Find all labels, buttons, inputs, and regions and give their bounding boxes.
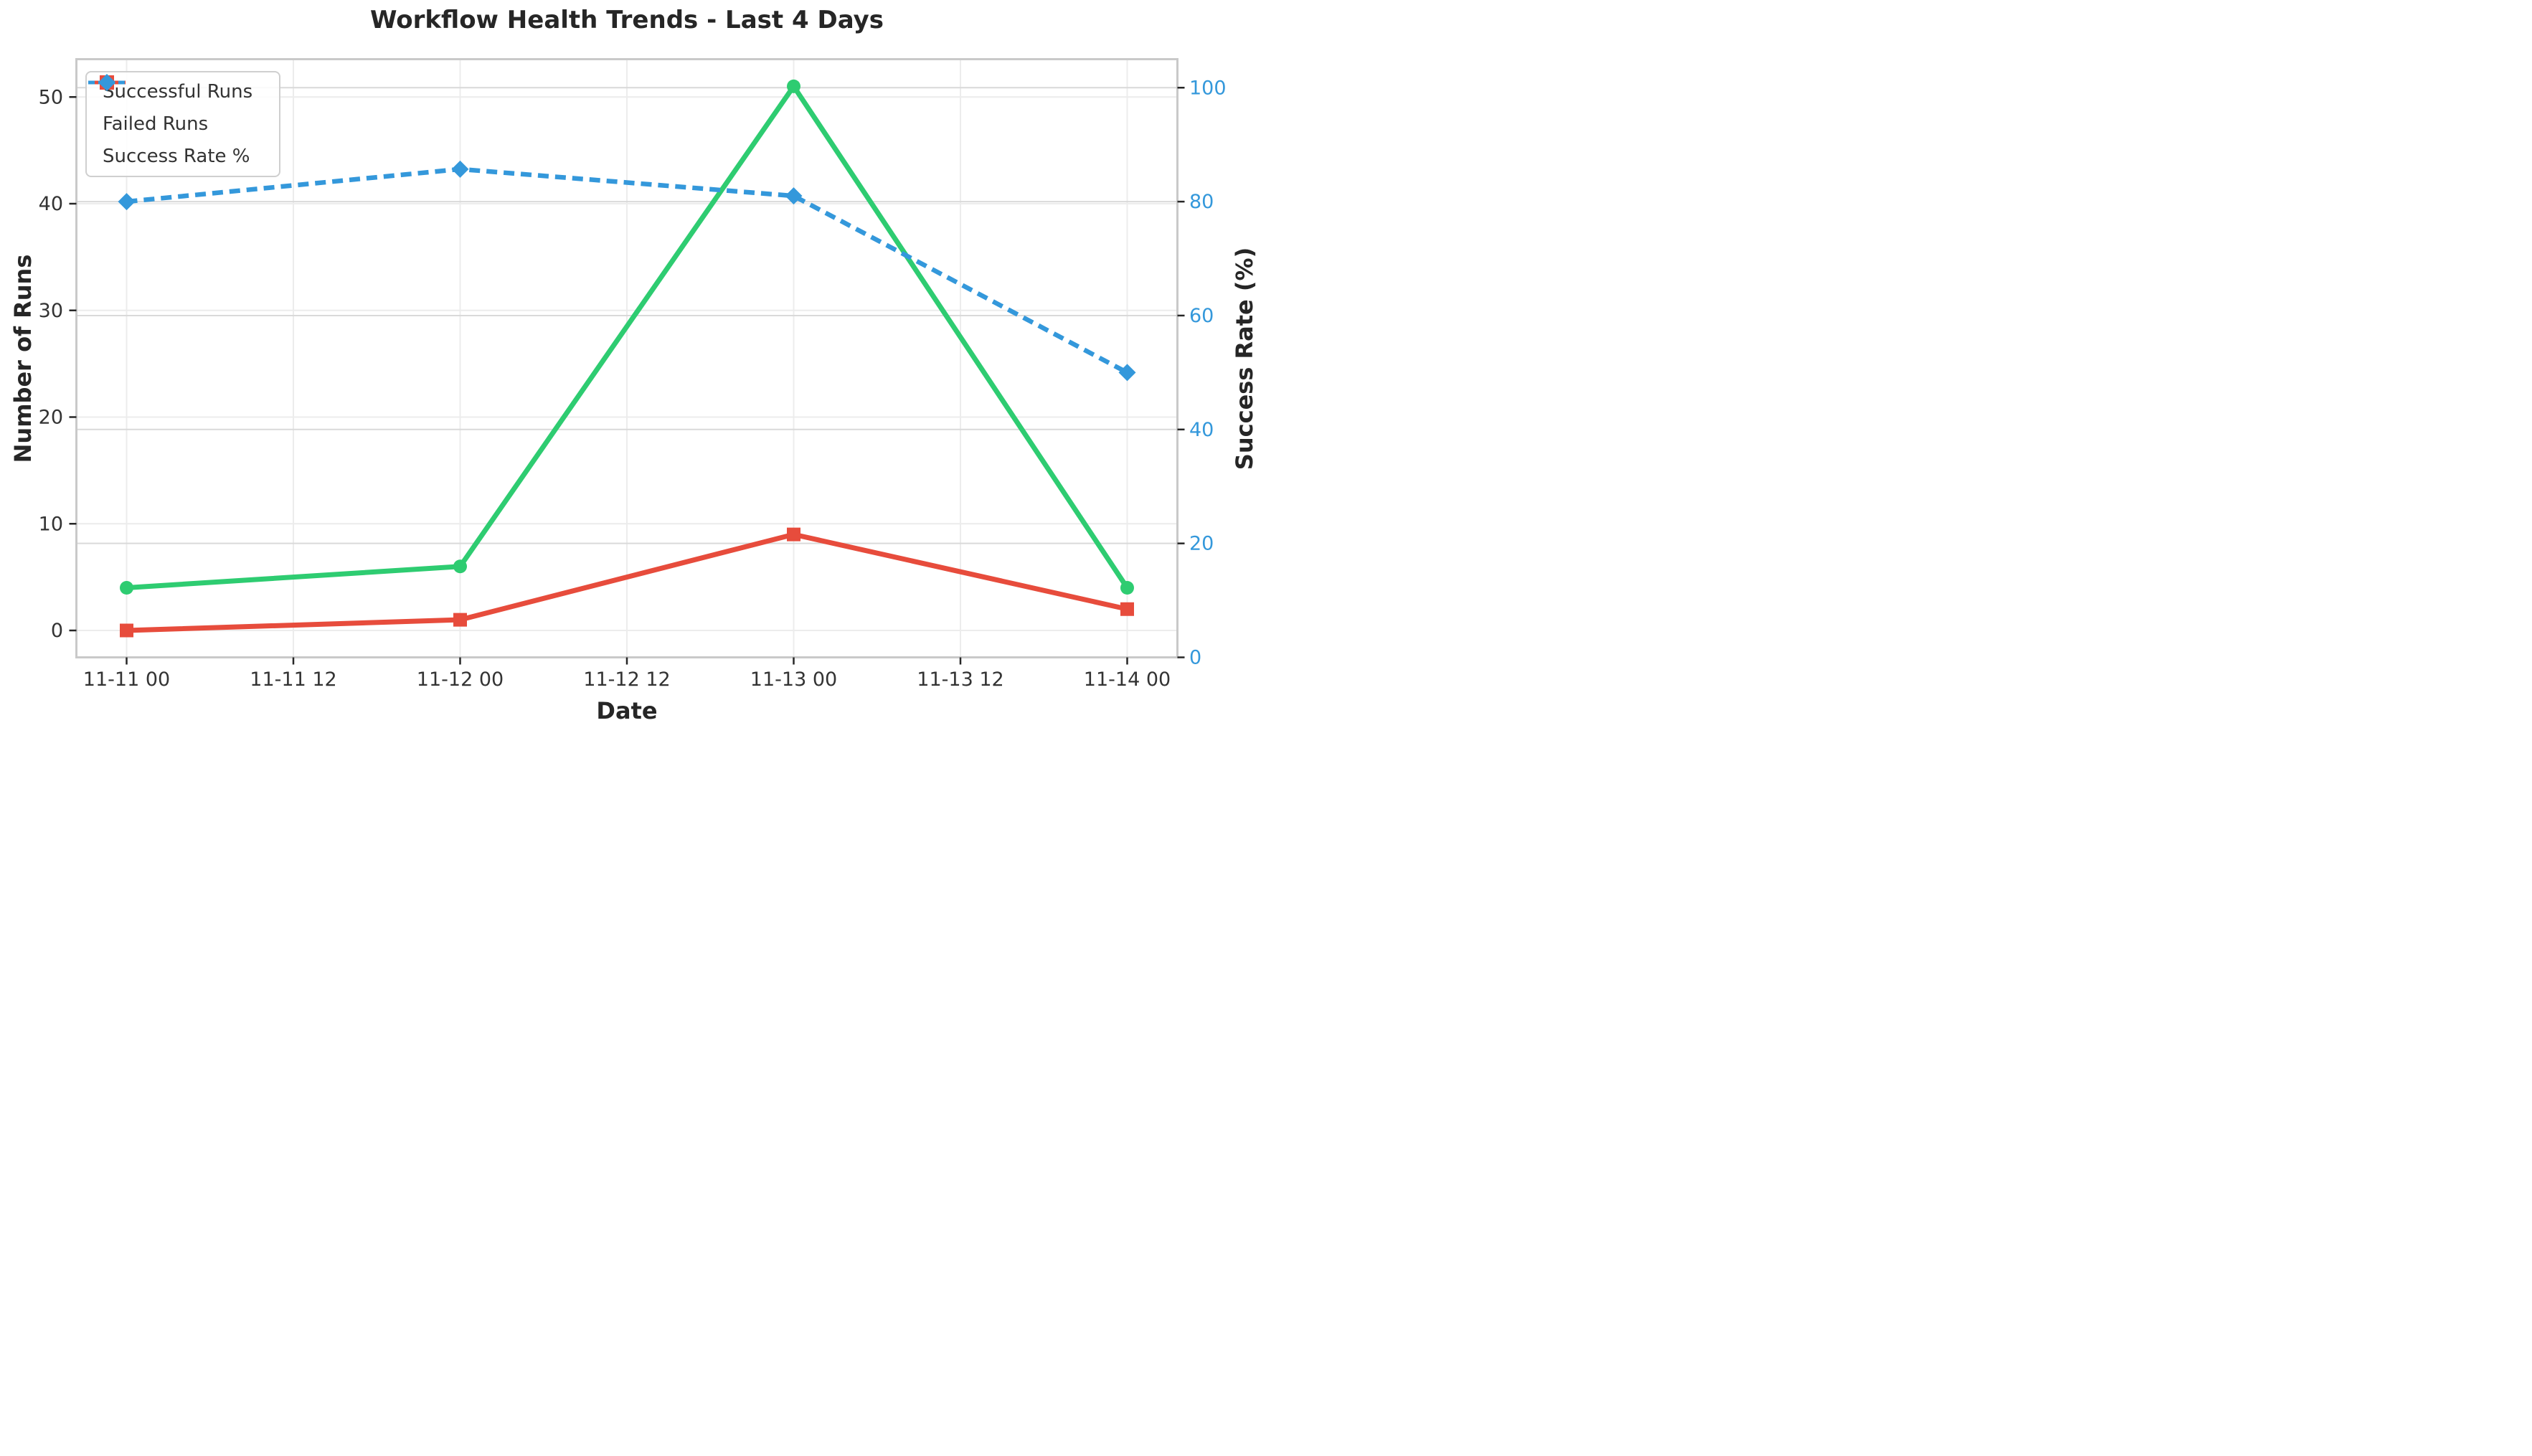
- successful-runs-marker: [1120, 581, 1134, 595]
- left-tick-label: 10: [39, 513, 63, 535]
- left-tick-label: 40: [39, 193, 63, 215]
- successful-runs-marker: [453, 559, 467, 574]
- left-tick-label: 0: [51, 620, 63, 642]
- success-rate--marker: [1118, 364, 1136, 382]
- x-tick-label: 11-13 12: [917, 668, 1003, 691]
- right-tick-label: 100: [1189, 77, 1227, 99]
- legend-label: Failed Runs: [103, 113, 209, 135]
- x-tick-label: 11-13 00: [750, 668, 837, 691]
- right-axis-label: Success Rate (%): [1231, 247, 1258, 471]
- right-tick-label: 60: [1189, 305, 1214, 327]
- x-tick-label: 11-11 00: [83, 668, 170, 691]
- failed-runs-marker: [120, 623, 133, 638]
- failed-runs-line: [126, 531, 1128, 633]
- success-rate--line: [126, 166, 1129, 375]
- diamond-icon: [98, 74, 115, 91]
- plot-canvas: 11-11 00 11-11 12 11-12 00 11-12 12 11-13 00…: [39, 58, 1227, 691]
- right-tick-label: 0: [1189, 647, 1201, 669]
- legend-label: Successful Runs: [103, 80, 253, 103]
- left-tick-label: 20: [39, 407, 63, 429]
- left-tick-label: 50: [39, 86, 63, 108]
- right-tick-label: 80: [1189, 191, 1214, 213]
- legend-item-success-rate: Success Rate %: [88, 74, 279, 168]
- chart-title: Workflow Health Trends - Last 4 Days: [369, 6, 884, 34]
- x-tick-label: 11-11 12: [250, 668, 336, 691]
- diamond-marker-sample: [88, 74, 126, 91]
- legend-item-failed-runs: Failed Runs: [88, 75, 279, 135]
- left-axis-label: Number of Runs: [9, 254, 37, 463]
- chart-figure: Workflow Health Trends - Last 4 Days 11-…: [0, 0, 1266, 728]
- x-tick-label: 11-14 00: [1084, 668, 1171, 691]
- successful-runs-line: [126, 83, 1130, 590]
- x-axis-label: Date: [596, 697, 658, 724]
- successful-runs-marker: [787, 79, 800, 93]
- failed-runs-marker: [453, 613, 467, 627]
- x-tick-label: 11-12 00: [417, 668, 504, 691]
- failed-runs-marker: [787, 527, 800, 542]
- success-rate--marker: [118, 193, 136, 211]
- legend-label: Success Rate %: [103, 146, 250, 168]
- failed-runs-marker: [1120, 602, 1134, 616]
- legend: Successful Runs Failed Runs Success Rate…: [85, 71, 280, 177]
- x-tick-label: 11-12 12: [583, 668, 670, 691]
- right-tick-label: 20: [1189, 533, 1214, 555]
- success-rate--marker: [785, 187, 803, 205]
- success-rate--marker: [451, 160, 469, 178]
- left-tick-label: 30: [39, 300, 63, 322]
- successful-runs-marker: [120, 581, 133, 595]
- right-tick-label: 40: [1189, 419, 1214, 441]
